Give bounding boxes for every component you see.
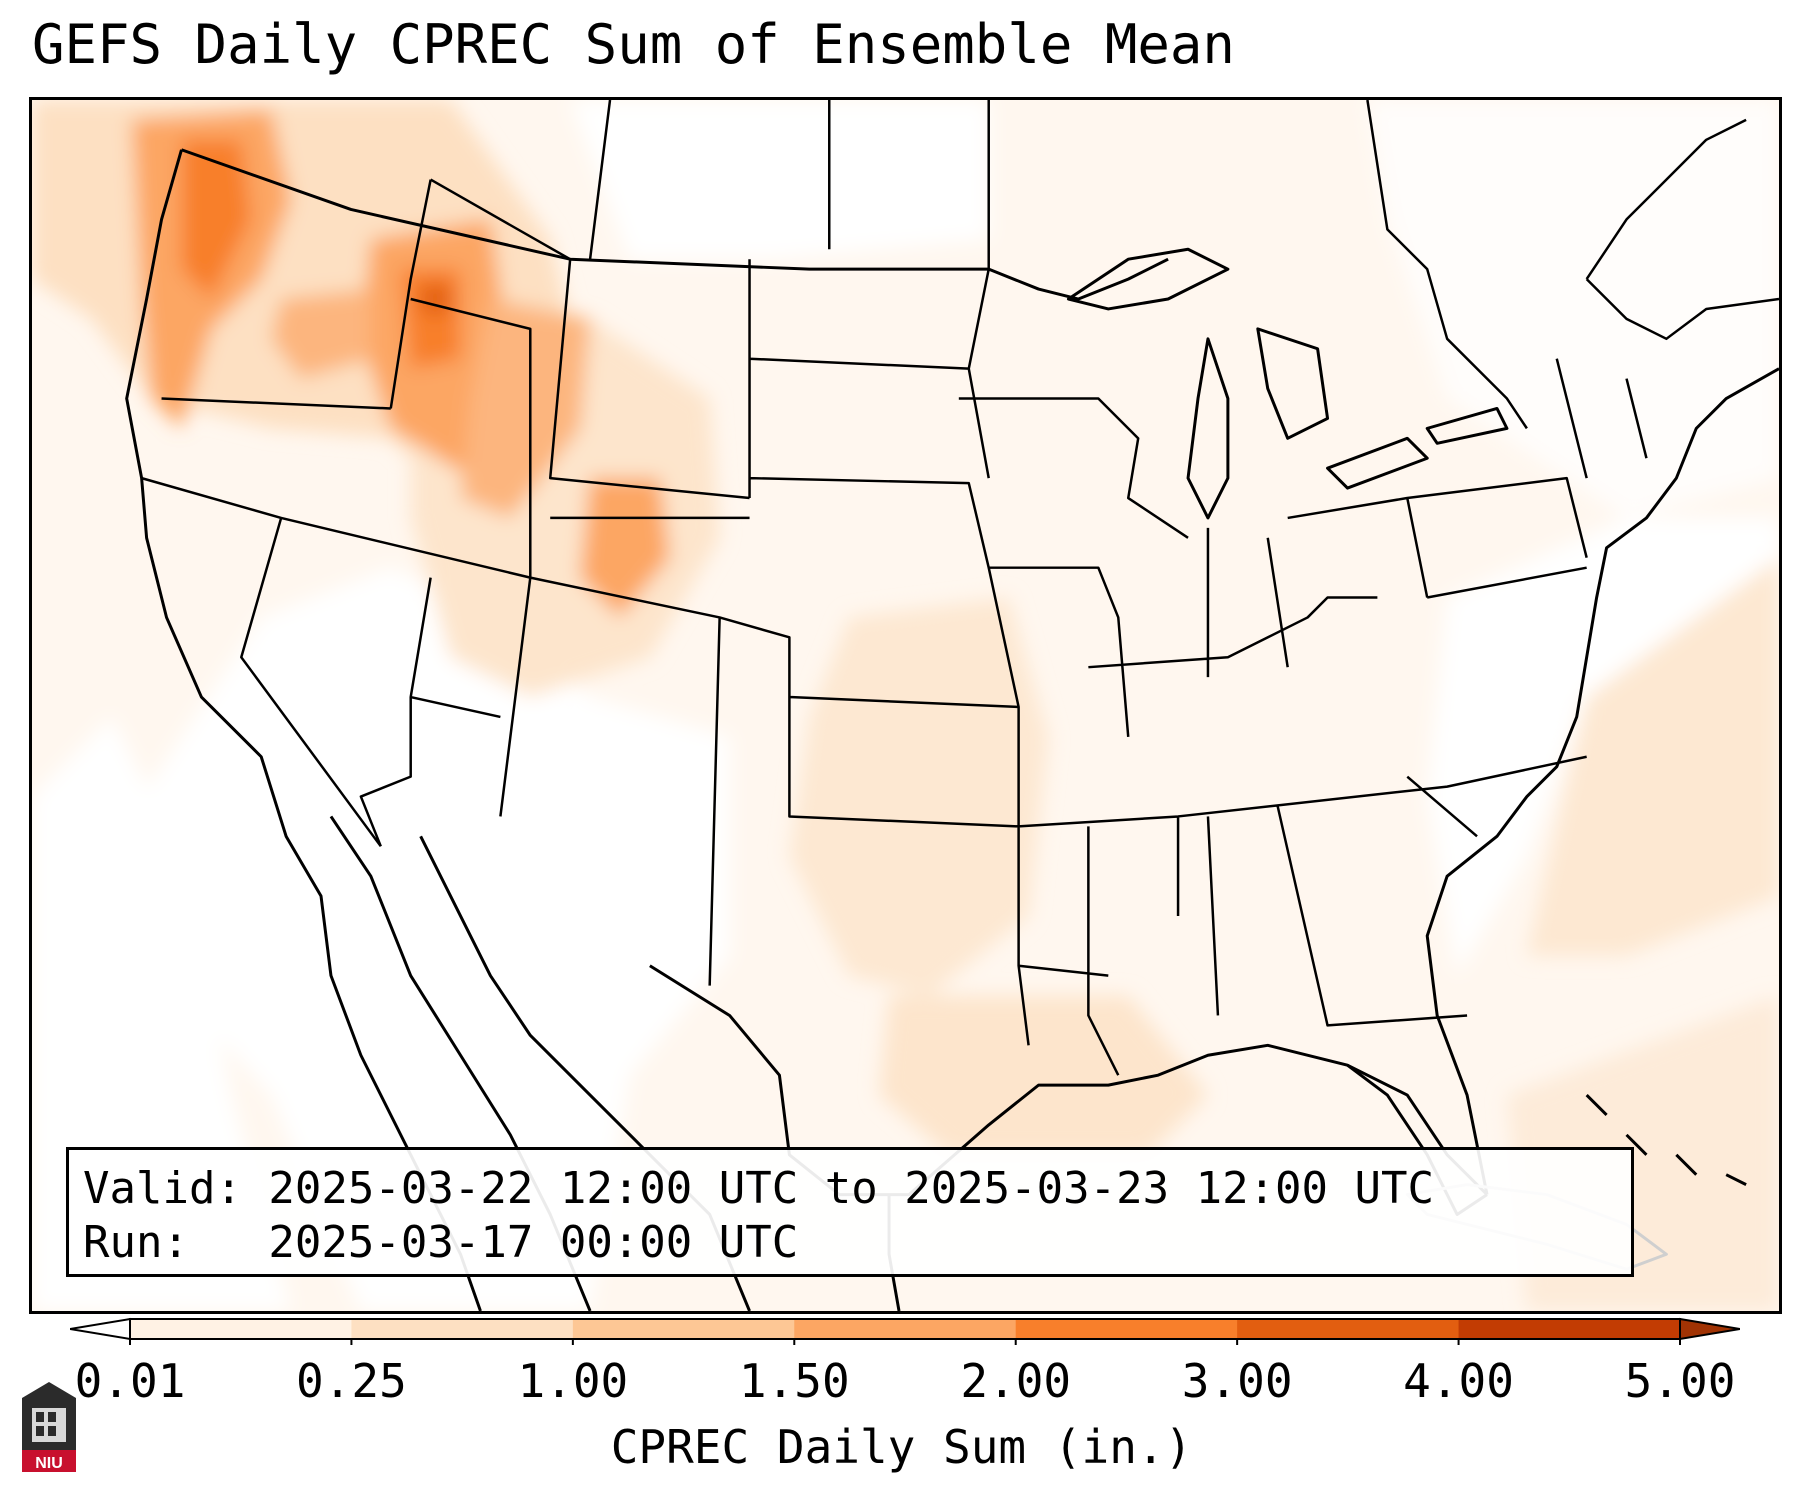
canada-provinces bbox=[588, 100, 1779, 430]
colorbar-segment bbox=[572, 1319, 795, 1339]
light-rain-southern-plains bbox=[789, 597, 1049, 996]
pacific-coastline bbox=[125, 149, 482, 1311]
colorbar-extend-low bbox=[70, 1317, 131, 1341]
lake-ontario bbox=[1425, 406, 1509, 445]
colorbar-tick-label: 4.00 bbox=[1403, 1354, 1514, 1408]
colorbar-segment bbox=[1015, 1319, 1238, 1339]
map-title: GEFS Daily CPREC Sum of Ensemble Mean bbox=[32, 13, 1235, 76]
heavy-rain-idaho-peak bbox=[419, 283, 452, 315]
dry-region-southwest bbox=[141, 567, 730, 1311]
gulf-coastline bbox=[649, 964, 1489, 1197]
colorbar-extend-high bbox=[1679, 1317, 1740, 1341]
colorbar-tick-label: 0.25 bbox=[296, 1354, 407, 1408]
lake-erie bbox=[1326, 436, 1429, 490]
precipitation-map bbox=[32, 100, 1779, 1311]
lake-superior bbox=[1066, 247, 1230, 311]
validity-info-box: Valid: 2025-03-22 12:00 UTC to 2025-03-2… bbox=[66, 1147, 1634, 1277]
lake-huron bbox=[1256, 327, 1330, 440]
dry-region-north-plains bbox=[570, 100, 989, 260]
state-borders bbox=[141, 178, 1648, 1076]
moderate-rain-colorado bbox=[580, 478, 670, 618]
moderate-rain-oregon bbox=[271, 289, 371, 379]
colorbar-tick-label: 0.01 bbox=[74, 1354, 186, 1408]
colorbar-segment bbox=[130, 1319, 352, 1339]
light-rain-gulf bbox=[879, 995, 1208, 1155]
colorbar-segment bbox=[1458, 1319, 1681, 1339]
bahamas bbox=[1585, 1094, 1747, 1186]
colorbar-tick-label: 1.50 bbox=[738, 1354, 850, 1408]
map-panel bbox=[29, 97, 1782, 1314]
colorbar-segment bbox=[1237, 1319, 1460, 1339]
colorbar-tick-label: 3.00 bbox=[1181, 1354, 1293, 1408]
niu-logo-text: NIU bbox=[35, 1455, 63, 1472]
run-time-text: Run: 2025-03-17 00:00 UTC bbox=[83, 1217, 799, 1268]
moderate-rain-wyoming bbox=[460, 299, 591, 518]
colorbar-tick-label: 1.00 bbox=[517, 1354, 629, 1408]
atlantic-coastline bbox=[1425, 367, 1779, 1195]
colorbar-tick-label: 2.00 bbox=[960, 1354, 1072, 1408]
valid-time-text: Valid: 2025-03-22 12:00 UTC to 2025-03-2… bbox=[83, 1163, 1435, 1214]
colorbar-segment bbox=[794, 1319, 1017, 1339]
colorbar-segment bbox=[351, 1319, 574, 1339]
colorbar-tick-label: 5.00 bbox=[1624, 1354, 1736, 1408]
lake-michigan bbox=[1186, 337, 1230, 520]
colorbar-label: CPREC Daily Sum (in.) bbox=[610, 1420, 1193, 1474]
dry-region-canada-east bbox=[1367, 100, 1779, 518]
light-rain-atlantic-east bbox=[1526, 557, 1779, 956]
niu-logo-icon: NIU bbox=[22, 1382, 76, 1472]
colorbar-outline bbox=[129, 1318, 1681, 1340]
precip-shading bbox=[32, 100, 1779, 1311]
heavy-rain-olympic bbox=[181, 139, 252, 300]
colorbar bbox=[70, 1317, 1740, 1345]
